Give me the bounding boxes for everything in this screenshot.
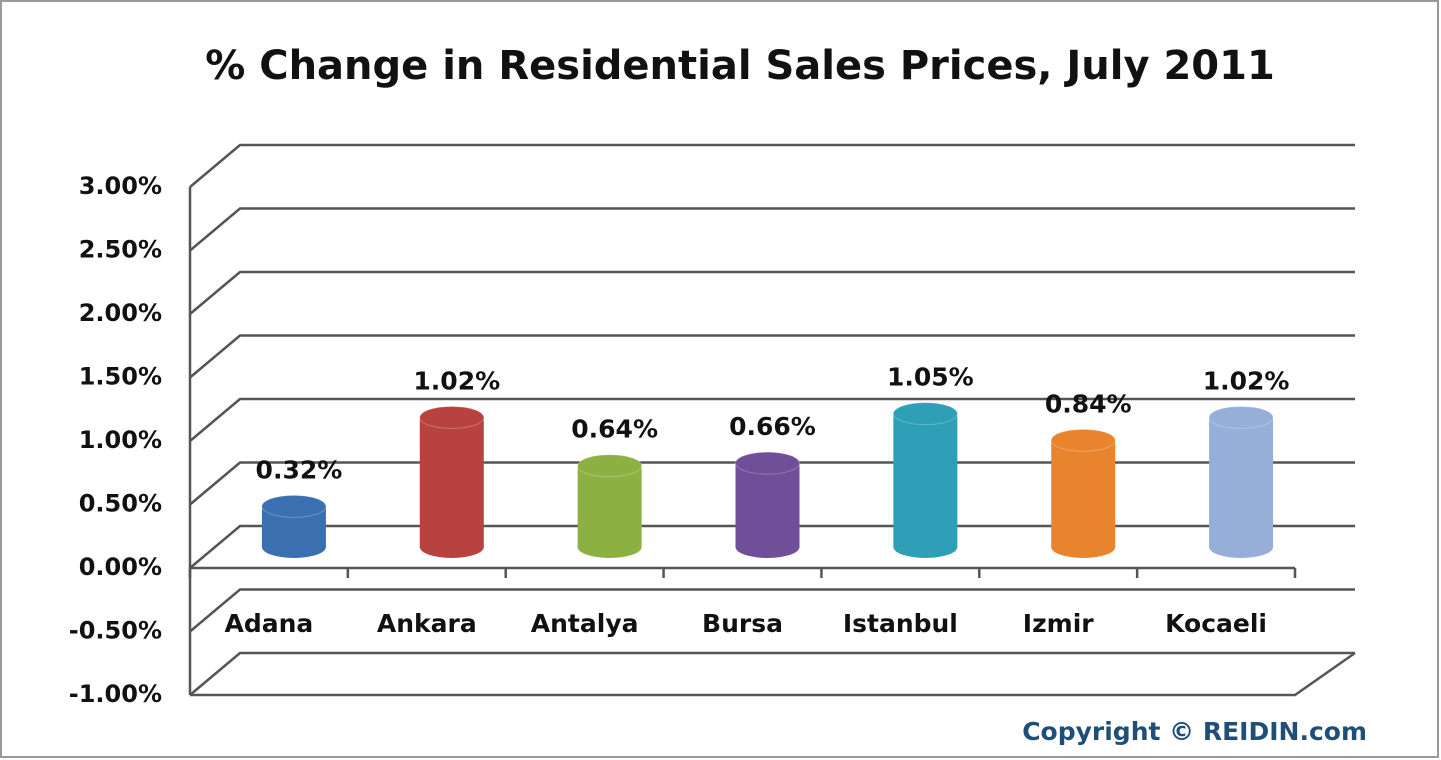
copyright: Copyright © REIDIN.com <box>1022 717 1367 746</box>
bar <box>419 417 484 547</box>
bar <box>1209 417 1274 547</box>
grid-line <box>189 397 1355 442</box>
grid-line <box>189 207 1355 252</box>
bar <box>735 463 800 547</box>
x-tick-label: Bursa <box>702 609 783 638</box>
x-tick-label: Antalya <box>531 609 639 638</box>
floor <box>190 651 1356 697</box>
grid-line <box>189 461 1355 506</box>
y-tick-label: 2.00% <box>79 299 162 327</box>
bar-cap <box>735 451 800 475</box>
bar-cap <box>419 405 485 429</box>
bar <box>1051 440 1116 547</box>
x-tick-label: Kocaeli <box>1165 609 1267 638</box>
grid-line <box>189 270 1355 315</box>
bar-cap <box>1050 428 1116 452</box>
bar <box>577 465 642 547</box>
value-label: 1.05% <box>887 363 974 392</box>
chart-title: % Change in Residential Sales Prices, Ju… <box>205 43 1275 89</box>
x-tick-label: Izmir <box>1023 609 1094 638</box>
y-tick-label: -1.00% <box>69 680 162 708</box>
value-label: 0.64% <box>571 415 658 444</box>
x-tick-label: Istanbul <box>843 609 958 638</box>
bar <box>893 413 958 547</box>
value-label: 1.02% <box>1203 366 1290 395</box>
grid-line <box>189 588 1355 633</box>
grid-line <box>189 524 1355 569</box>
x-tick-label: Ankara <box>377 609 477 638</box>
bar-cap <box>261 494 327 518</box>
bar-cap <box>892 402 958 426</box>
value-label: 1.02% <box>413 366 500 395</box>
y-tick-label: 2.50% <box>79 236 162 264</box>
y-tick-label: 1.00% <box>79 426 162 454</box>
y-tick-label: 0.50% <box>79 490 162 518</box>
x-tick-label: Adana <box>225 609 314 638</box>
bar-cap <box>1208 405 1274 429</box>
y-tick-label: 3.00% <box>79 172 162 200</box>
value-label: 0.66% <box>729 412 816 441</box>
grid-line <box>189 334 1355 379</box>
y-tick-label: -0.50% <box>69 617 162 645</box>
y-tick-label: 0.00% <box>79 553 162 581</box>
value-label: 0.84% <box>1045 389 1132 418</box>
bar-cap <box>577 454 643 478</box>
grid-line <box>189 651 1355 696</box>
value-label: 0.32% <box>256 455 343 484</box>
grid-line <box>189 143 1355 188</box>
y-tick-label: 1.50% <box>79 363 162 391</box>
